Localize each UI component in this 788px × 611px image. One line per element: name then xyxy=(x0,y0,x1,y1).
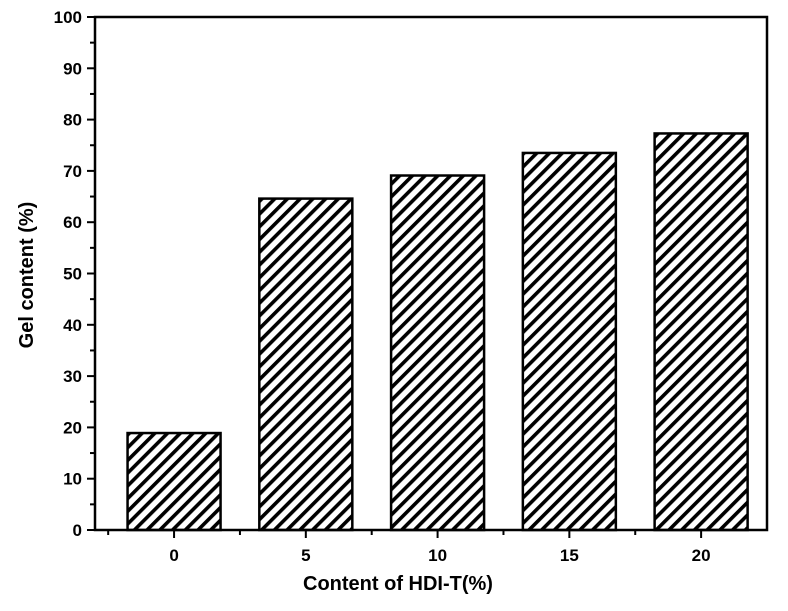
bars-group xyxy=(126,132,749,532)
y-tick-label: 40 xyxy=(63,316,82,335)
x-tick-label: 15 xyxy=(560,546,579,565)
bar-10 xyxy=(389,174,486,532)
y-tick-label: 100 xyxy=(54,8,82,27)
bar-20 xyxy=(653,132,749,532)
y-tick-label: 20 xyxy=(63,418,82,437)
bar-5 xyxy=(258,197,354,532)
y-tick-label: 0 xyxy=(73,521,82,540)
y-tick-label: 80 xyxy=(63,111,82,130)
y-tick-label: 70 xyxy=(63,162,82,181)
bar-0 xyxy=(126,431,222,532)
y-tick-label: 50 xyxy=(63,265,82,284)
x-tick-label: 20 xyxy=(692,546,711,565)
x-axis-title: Content of HDI-T(%) xyxy=(303,573,493,595)
x-tick-label: 10 xyxy=(428,546,447,565)
y-tick-label: 60 xyxy=(63,213,82,232)
x-tick-label: 5 xyxy=(301,546,310,565)
y-tick-label: 90 xyxy=(63,59,82,78)
y-tick-label: 10 xyxy=(63,470,82,489)
y-axis-title: Gel content (%) xyxy=(16,202,38,349)
y-tick-label: 30 xyxy=(63,367,82,386)
bar-15 xyxy=(521,151,618,532)
x-axis-ticks: 0 5 10 15 20 xyxy=(107,530,711,565)
x-tick-label: 0 xyxy=(169,546,178,565)
y-axis-ticks: 0 10 20 30 40 50 60 70 80 90 100 xyxy=(54,8,95,540)
